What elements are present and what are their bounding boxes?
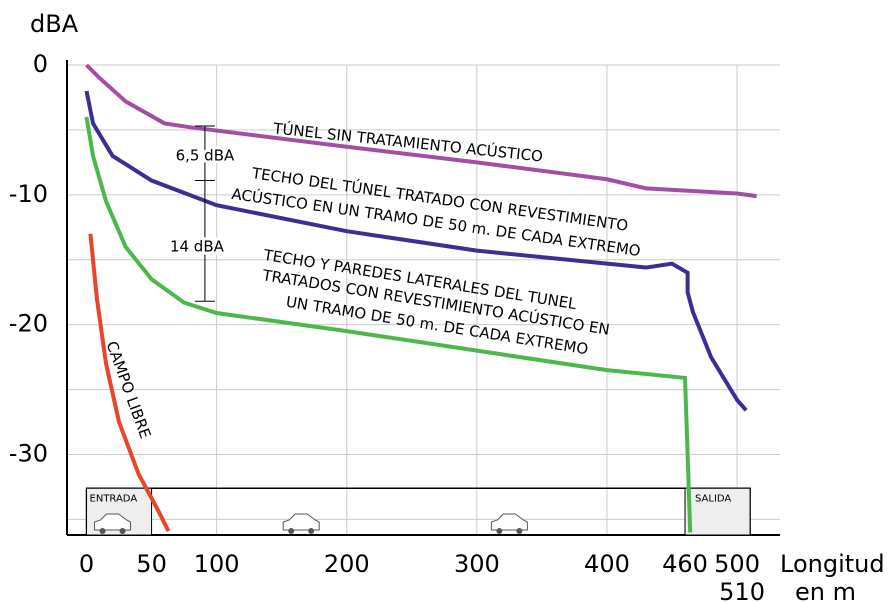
y-axis-label: dBA <box>30 10 79 38</box>
tunnel <box>85 487 751 536</box>
dimension-label: 6,5 dBA <box>176 146 235 164</box>
x-tick-label: 500 <box>714 550 760 578</box>
y-tick-label: -10 <box>9 180 48 208</box>
x-axis-label: en m <box>795 578 856 602</box>
y-tick-label: -30 <box>9 440 48 468</box>
x-tick-label: 50 <box>136 550 167 578</box>
car-wheel <box>99 528 106 534</box>
x-axis-label: Longitud <box>780 550 885 578</box>
car-wheel <box>288 528 295 534</box>
car-icon <box>282 513 320 531</box>
series-line <box>84 116 693 533</box>
x-tick-label: 100 <box>194 550 240 578</box>
exit <box>684 487 751 536</box>
x-tick-label: 200 <box>324 550 370 578</box>
dimension-label: 14 dBA <box>170 237 225 255</box>
car-wheel <box>516 528 523 534</box>
car-wheel <box>119 528 126 534</box>
y-tick-label: 0 <box>33 50 48 78</box>
entrance-label: ENTRADA <box>90 493 138 504</box>
car-wheel <box>496 528 503 534</box>
car-icon <box>490 513 528 531</box>
x-tick-label: 0 <box>79 550 94 578</box>
series-line <box>85 63 757 199</box>
x-tick-label: 460 <box>662 550 708 578</box>
series-line <box>84 90 748 412</box>
car-wheel <box>308 528 315 534</box>
x-tick-label: 300 <box>454 550 500 578</box>
series-line <box>88 233 171 533</box>
x-tick-label: 510 <box>719 578 765 602</box>
car-icon <box>94 513 132 531</box>
x-tick-label: 400 <box>584 550 630 578</box>
exit-label: SALIDA <box>695 493 731 504</box>
y-tick-label: -20 <box>9 310 48 338</box>
